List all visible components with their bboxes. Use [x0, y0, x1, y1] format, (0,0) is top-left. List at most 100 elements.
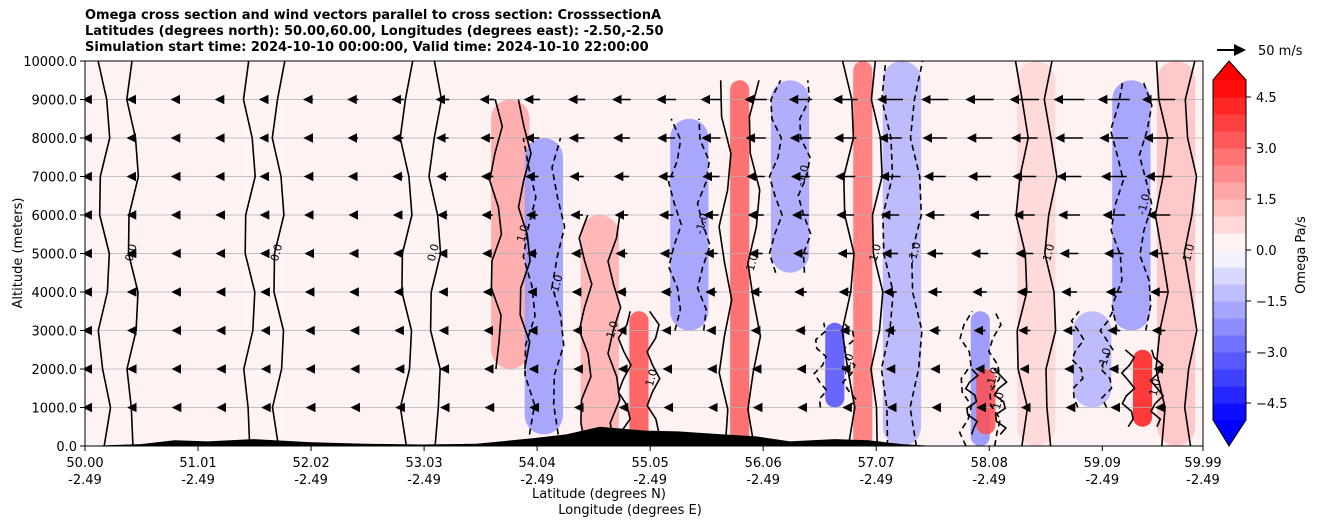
y-tick-label-7: 7000.0 [32, 171, 78, 186]
x-tick-label-lat-10: 59.99 [1184, 456, 1221, 471]
omega-band-7 [670, 118, 709, 331]
chart-title-line-1: Omega cross section and wind vectors par… [85, 8, 662, 23]
contour-label-layer: 0.0 0.0 0.01.0-1.01.01.0-1.01.0-1.0-1.01.0… [123, 164, 1198, 411]
colorbar-tick-label-5: −3.0 [1256, 346, 1288, 361]
omega-band-14 [976, 369, 996, 435]
colorbar-segment-14 [1213, 165, 1246, 183]
contour-line-17 [1109, 80, 1153, 331]
contour-line-16 [1070, 310, 1114, 408]
x-tick-label-lon-9: -2.49 [1085, 473, 1119, 488]
contour-line-18 [1120, 349, 1165, 428]
colorbar-segment-19 [1213, 80, 1246, 98]
x-tick-label-lat-6: 56.06 [745, 456, 782, 471]
x-tick-label-lat-0: 50.00 [66, 456, 103, 471]
x-tick-label-lat-1: 51.01 [179, 456, 216, 471]
x-axis-ticks: 50.00 -2.49 51.01 -2.49 52.02 -2.49 53.03 -2.49… [66, 446, 1222, 488]
x-tick-label-lon-3: -2.49 [407, 473, 441, 488]
x-tick-label-lon-1: -2.49 [181, 473, 215, 488]
x-tick-label-lon-7: -2.49 [859, 473, 893, 488]
colorbar-tick-label-3: 0.0 [1256, 244, 1277, 259]
contour-label-17: -1.0 [1135, 192, 1153, 216]
contour-line-14 [964, 368, 1008, 435]
contour-label-8: 1.0 [744, 252, 761, 272]
colorbar-segment-7 [1213, 284, 1246, 302]
colorbar-segment-6 [1213, 301, 1246, 319]
y-axis-ticks: 0.0 1000.0 2000.0 3000.0 4000.0 5000.0 6000.0 7… [23, 55, 85, 455]
contour-label-0: 0.0 [123, 242, 140, 262]
colorbar-segment-5 [1213, 318, 1246, 336]
chart-title-line-3: Simulation start time: 2024-10-10 00:00:… [85, 40, 649, 55]
contour-layer [97, 61, 1198, 446]
colorbar-tick-label-2: 1.5 [1256, 193, 1277, 208]
x-tick-label-lon-4: -2.49 [520, 473, 554, 488]
contour-label-9: -1.0 [794, 164, 812, 188]
x-tick-label-lat-2: 52.02 [292, 456, 329, 471]
x-tick-label-lat-4: 54.04 [519, 456, 556, 471]
plot-area: 0.0 0.0 0.01.0-1.01.01.0-1.01.0-1.0-1.01.0… [84, 60, 1204, 447]
contour-label-7: -1.0 [693, 212, 711, 236]
contour-label-11: 1.0 [867, 242, 884, 262]
colorbar-tick-label-4: −1.5 [1256, 295, 1288, 310]
contour-line-7 [667, 118, 711, 331]
contour-label-18: 1.0 [1147, 377, 1164, 397]
colorbar-segment-15 [1213, 148, 1246, 166]
colorbar-ticks: 4.5 3.0 1.5 0.0 −1.5 −3.0 −4.5 [1246, 91, 1288, 412]
colorbar-extend-low [1213, 420, 1246, 446]
colorbar-segment-0 [1213, 403, 1246, 421]
y-tick-label-8: 8000.0 [32, 132, 78, 147]
contour-label-3: 1.0 [514, 223, 531, 243]
colorbar: 4.5 3.0 1.5 0.0 −1.5 −3.0 −4.5 Omega Pa/s [1212, 60, 1309, 447]
contour-label-6: 1.0 [643, 368, 660, 388]
x-tick-label-lat-9: 59.09 [1084, 456, 1121, 471]
colorbar-segment-11 [1213, 216, 1246, 234]
y-tick-label-0: 0.0 [56, 440, 77, 455]
y-tick-label-5: 5000.0 [32, 248, 78, 263]
colorbar-segment-3 [1213, 352, 1246, 370]
colorbar-segment-9 [1213, 250, 1246, 268]
omega-band-16 [1073, 311, 1112, 408]
colorbar-frame [1212, 60, 1247, 447]
y-tick-label-6: 6000.0 [32, 209, 78, 224]
y-axis-label: Altitude (meters) [11, 198, 26, 309]
colorbar-segment-8 [1213, 267, 1246, 285]
contour-label-10: -1.0 [838, 352, 856, 376]
contour-line-10 [813, 322, 857, 408]
y-tick-label-4: 4000.0 [32, 286, 78, 301]
x-axis-label-longitude: Longitude (degrees E) [558, 503, 702, 518]
contour-label-4: -1.0 [547, 273, 565, 297]
colorbar-tick-label-1: 3.0 [1256, 142, 1277, 157]
x-tick-label-lon-8: -2.49 [972, 473, 1006, 488]
omega-band-6 [629, 311, 649, 446]
colorbar-tick-label-6: −4.5 [1256, 397, 1288, 412]
contour-label-15: 1.0 [1040, 242, 1057, 262]
contour-label-5: 1.0 [604, 319, 621, 339]
x-tick-label-lat-5: 55.05 [632, 456, 669, 471]
contour-line-11 [841, 61, 884, 446]
x-tick-label-lat-8: 58.08 [971, 456, 1008, 471]
colorbar-segment-12 [1213, 199, 1246, 217]
contour-line-1 [242, 61, 286, 446]
terrain-silhouette [85, 426, 1203, 446]
colorbar-segment-2 [1213, 369, 1246, 387]
x-tick-label-lat-3: 53.03 [405, 456, 442, 471]
contour-label-13: -1.0 [984, 366, 1002, 390]
contour-label-12: -1.0 [905, 241, 923, 265]
colorbar-segment-1 [1213, 386, 1246, 404]
x-tick-label-lon-6: -2.49 [746, 473, 780, 488]
colorbar-segment-18 [1213, 97, 1246, 115]
quiver-key-label: 50 m/s [1258, 44, 1303, 59]
y-tick-label-2: 2000.0 [32, 363, 78, 378]
wind-vector-layer [85, 94, 1176, 413]
quiver-key: 50 m/s [1217, 44, 1303, 59]
contour-label-2: 0.0 [425, 242, 442, 262]
colorbar-label: Omega Pa/s [1294, 216, 1309, 294]
y-tick-label-9: 9000.0 [32, 94, 78, 109]
contour-line-4 [522, 137, 566, 435]
contour-label-19: 1.0 [1180, 242, 1197, 262]
x-tick-label-lon-5: -2.49 [633, 473, 667, 488]
x-tick-label-lon-0: -2.49 [68, 473, 102, 488]
colorbar-extend-high [1213, 61, 1246, 80]
omega-band-8 [730, 80, 750, 446]
chart-title-line-2: Latitudes (degrees north): 50.00,60.00, … [85, 24, 664, 39]
colorbar-segment-17 [1213, 114, 1246, 132]
